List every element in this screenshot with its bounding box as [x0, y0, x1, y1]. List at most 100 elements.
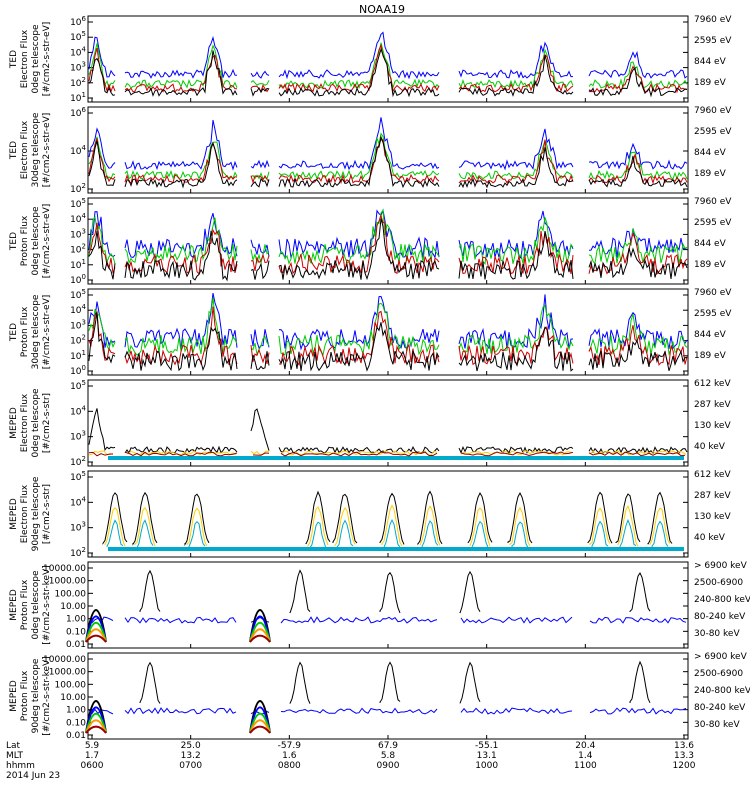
legend-entry: 2595 eV	[694, 127, 732, 137]
y-axis-label: TED	[9, 232, 19, 251]
x-tick-hhmm: 1000	[475, 761, 498, 771]
series-darkred	[85, 725, 107, 734]
x-tick-mlt: 13.1	[477, 751, 497, 761]
y-axis-label: TED	[9, 141, 19, 160]
y-axis-label: 30deg telescope	[31, 112, 41, 187]
series-black	[88, 408, 688, 455]
y-tick-label: 0.10	[66, 718, 86, 728]
panel-frame	[87, 15, 689, 103]
y-tick-label: 103	[70, 318, 86, 331]
legend-entry: 240-800 keV	[694, 595, 750, 605]
y-axis-label: Electron Flux	[20, 120, 30, 179]
y-axis-label: Proton Flux	[20, 670, 30, 721]
y-tick-label: 1000.00	[49, 577, 86, 587]
series-group	[88, 208, 688, 282]
legend-entry: 80-240 keV	[694, 612, 746, 622]
y-tick-label: 10.00	[60, 693, 86, 703]
panel-3: 100 101 102 103 104 105 TED Proton Flux 0deg tel…	[9, 197, 732, 286]
legend-entry: 612 keV	[694, 470, 731, 480]
series-darkred	[249, 634, 271, 643]
y-tick-label: 104	[70, 144, 86, 157]
series-orange	[85, 628, 107, 643]
y-axis-label: [#/cm2-s-str-eV]	[42, 204, 52, 279]
series-yellow	[104, 504, 671, 548]
legend-entry: 287 keV	[694, 400, 731, 410]
legend-entry: 189 eV	[694, 260, 727, 270]
legend-entry: 7960 eV	[694, 197, 732, 207]
y-tick-label: 106	[70, 15, 86, 28]
series-blue	[88, 616, 687, 624]
y-tick-label: 10.00	[60, 602, 86, 612]
legend-entry: 189 eV	[694, 351, 727, 361]
x-tick-lat: 5.9	[85, 741, 100, 751]
x-tick-hhmm: 0700	[179, 761, 202, 771]
legend-entry: 240-800 keV	[694, 686, 750, 696]
legend-entry: 40 keV	[694, 442, 726, 452]
panel-1: 101 102 103 104 105 106 TED Electron Flux 0deg t…	[9, 15, 732, 104]
legend-entry: 2595 eV	[694, 218, 732, 228]
y-tick-label: 105	[70, 30, 86, 43]
series-group	[85, 569, 687, 643]
series-red	[88, 213, 688, 276]
series-darkred	[85, 634, 107, 643]
y-axis-label: [#/cm2-s-str]	[42, 484, 52, 544]
y-axis-label: Electron Flux	[20, 29, 30, 88]
y-tick-label: 103	[70, 430, 86, 443]
y-tick-label: 104	[70, 404, 86, 417]
legend-entry: 40 keV	[694, 533, 726, 543]
x-tick-lat: 67.9	[378, 741, 398, 751]
y-axis-label: MEPED	[9, 589, 19, 621]
legend-entry: 7960 eV	[694, 288, 732, 298]
series-group	[88, 117, 688, 189]
series-black	[88, 218, 688, 282]
y-tick-label: 102	[70, 334, 86, 347]
y-tick-label: 102	[70, 243, 86, 256]
series-black	[88, 312, 688, 372]
legend-entry: 2595 eV	[694, 36, 732, 46]
y-tick-label: 10000.00	[43, 564, 86, 574]
x-tick-lat: -55.1	[475, 741, 498, 751]
series-cyan-band	[108, 456, 684, 460]
series-blue	[88, 31, 688, 80]
y-tick-label: 0.01	[66, 640, 86, 650]
y-axis-label: [#/cm2-s-str-eV]	[42, 295, 52, 370]
y-axis-label: 0deg telescope	[31, 388, 41, 458]
x-tick-mlt: 1.4	[578, 751, 593, 761]
legend-entry: 844 eV	[694, 330, 727, 340]
x-tick-mlt: 5.8	[381, 751, 396, 761]
series-blue	[88, 208, 688, 260]
series-darkred	[88, 451, 686, 457]
legend-entry: > 6900 keV	[694, 561, 748, 571]
legend-entry: 130 keV	[694, 421, 731, 431]
legend-entry: 189 eV	[694, 78, 727, 88]
panel-frame	[87, 106, 689, 194]
series-green	[88, 132, 688, 181]
y-tick-label: 0.10	[66, 627, 86, 637]
panel-2: 102 104 106 TED Electron Flux 30deg telescope…	[9, 106, 732, 195]
x-tick-mlt: 13.3	[674, 751, 694, 761]
legend-entry: 7960 eV	[694, 106, 732, 116]
y-axis-label: 0deg telescope	[31, 206, 41, 276]
series-orange	[249, 628, 271, 643]
series-cyan-band	[108, 547, 684, 551]
legend-entry: 2500-6900	[694, 669, 743, 679]
series-black	[139, 569, 651, 614]
x-tick-hhmm: 0900	[377, 761, 400, 771]
y-tick-label: 102	[70, 182, 86, 195]
y-axis-label: [#/cm2-s-str]	[42, 393, 52, 453]
y-tick-label: 100	[70, 273, 86, 286]
y-tick-label: 1.00	[66, 615, 86, 625]
series-red	[88, 306, 688, 366]
y-axis-label: [#/cm2-s-str-eV]	[42, 113, 52, 188]
series-black	[102, 490, 673, 547]
y-axis-label: Proton Flux	[20, 306, 30, 357]
series-green	[88, 208, 688, 266]
y-tick-label: 100.00	[55, 589, 87, 599]
legend-entry: 130 keV	[694, 512, 731, 522]
series-blue	[88, 117, 688, 171]
x-tick-mlt: 13.2	[181, 751, 201, 761]
y-tick-label: 100.00	[55, 680, 87, 690]
x-row-label: 2014 Jun 23	[6, 771, 60, 781]
